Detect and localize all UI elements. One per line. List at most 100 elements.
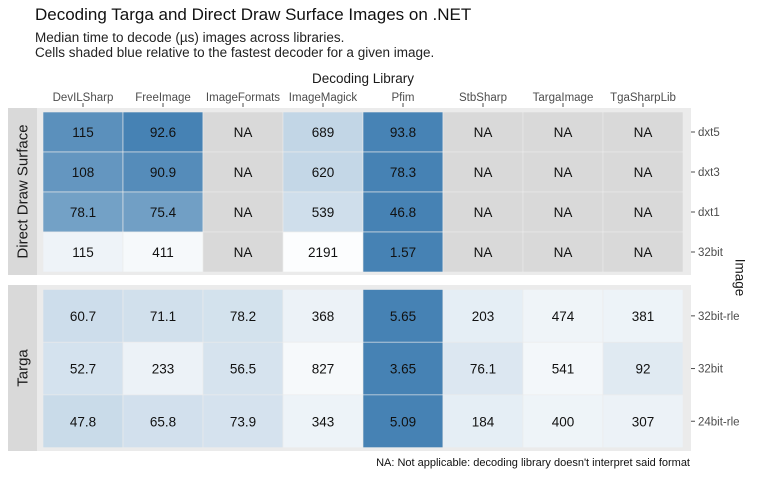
cell-value-label: 52.7 [70,362,96,377]
cell-value-label: NA [234,205,253,220]
cell-value-label: 78.2 [230,309,256,324]
chart-subtitle-line-1: Median time to decode (µs) images across… [35,30,345,45]
cell-value-label: NA [474,245,493,260]
cell-value-label: 620 [312,165,335,180]
cell-value-label: 474 [552,309,575,324]
x-axis-title: Decoding Library [311,71,415,86]
heatmap-cell [602,341,684,396]
cell-value-label: 343 [312,414,335,429]
cell-value-label: 75.4 [150,205,177,220]
cell-value-label: 203 [472,309,495,324]
cell-value-label: 47.8 [70,414,96,429]
x-tick-label: FreeImage [135,92,191,104]
x-tick-label: Pfim [392,92,415,104]
heatmap-cell [42,111,124,153]
heatmap-cell [602,231,684,273]
cell-value-label: NA [234,245,253,260]
cell-value-label: 108 [72,165,95,180]
cell-value-label: 56.5 [230,362,256,377]
heatmap-cell [122,151,204,193]
heatmap-cell [602,151,684,193]
cell-value-label: 5.65 [390,309,416,324]
heatmap-cell [122,111,204,153]
cell-value-label: 689 [312,125,335,140]
facet-strip-label: Targa [15,349,32,387]
chart-subtitle-line-2: Cells shaded blue relative to the fastes… [35,45,435,60]
cell-value-label: 3.65 [390,362,416,377]
heatmap-cell [442,231,524,273]
cell-value-label: 233 [152,362,175,377]
facet-strip-label: Direct Draw Surface [15,124,32,258]
cell-value-label: 78.1 [70,205,96,220]
heatmap-cell [602,394,684,448]
heatmap-cell [202,151,284,193]
cell-value-label: NA [474,205,493,220]
cell-value-label: NA [554,165,573,180]
heatmap-cell [42,231,124,273]
cell-value-label: 411 [152,245,174,260]
heatmap-cell [442,151,524,193]
heatmap-cell [282,341,364,396]
x-tick-label: TgaSharpLib [610,92,676,104]
heatmap-cell [522,231,604,273]
heatmap-cell [442,111,524,153]
facet-strip [8,108,37,275]
heatmap-cell [282,151,364,193]
y-tick-label: 24bit-rle [698,416,740,428]
x-tick-label: TargaImage [533,92,594,104]
cell-value-label: NA [634,165,653,180]
heatmap-cell [362,289,444,343]
cell-value-label: 46.8 [390,205,416,220]
heatmap-cell [522,151,604,193]
cell-value-label: 90.9 [150,165,176,180]
cell-value-label: 60.7 [70,309,96,324]
heatmap-cell [202,191,284,233]
heatmap-cell [42,341,124,396]
cell-value-label: 541 [552,362,575,377]
x-tick-label: DevILSharp [53,92,114,104]
heatmap-cell [602,289,684,343]
heatmap-cell [442,394,524,448]
heatmap-cell [362,394,444,448]
na-caption: NA: Not applicable: decoding library doe… [376,457,690,469]
heatmap-cell [42,394,124,448]
y-tick-label: 32bit [698,247,724,259]
heatmap-cell [122,191,204,233]
cell-value-label: NA [554,245,573,260]
cell-value-label: 115 [72,125,94,140]
cell-value-label: 115 [72,245,94,260]
cell-value-label: NA [234,165,253,180]
x-tick-label: ImageMagick [289,92,358,104]
cell-value-label: 400 [552,414,575,429]
heatmap-cell [602,111,684,153]
heatmap-cell [362,191,444,233]
cell-value-label: 368 [312,309,335,324]
heatmap-cell [362,151,444,193]
y-tick-label: 32bit [698,364,724,376]
heatmap-cell [122,394,204,448]
heatmap-cell [442,341,524,396]
cell-value-label: 827 [312,362,335,377]
heatmap-cell [202,341,284,396]
facet-strip [8,285,37,451]
cell-value-label: 5.09 [390,414,416,429]
x-tick-label: ImageFormats [206,92,280,104]
chart-title: Decoding Targa and Direct Draw Surface I… [35,5,472,24]
heatmap-cell [282,394,364,448]
cell-value-label: NA [554,205,573,220]
y-tick-label: dxt5 [698,127,720,139]
y-tick-label: dxt1 [698,207,720,219]
cell-value-label: 73.9 [230,414,256,429]
cell-value-label: 307 [632,414,655,429]
cell-value-label: NA [474,165,493,180]
cell-value-label: 2191 [308,245,338,260]
heatmap-cell [602,191,684,233]
cell-value-label: NA [634,125,653,140]
heatmap-cell [42,289,124,343]
heatmap-cell [442,191,524,233]
cell-value-label: NA [234,125,253,140]
x-tick-label: StbSharp [459,92,507,104]
cell-value-label: NA [554,125,573,140]
heatmap-cell [122,231,204,273]
heatmap-cell [522,111,604,153]
